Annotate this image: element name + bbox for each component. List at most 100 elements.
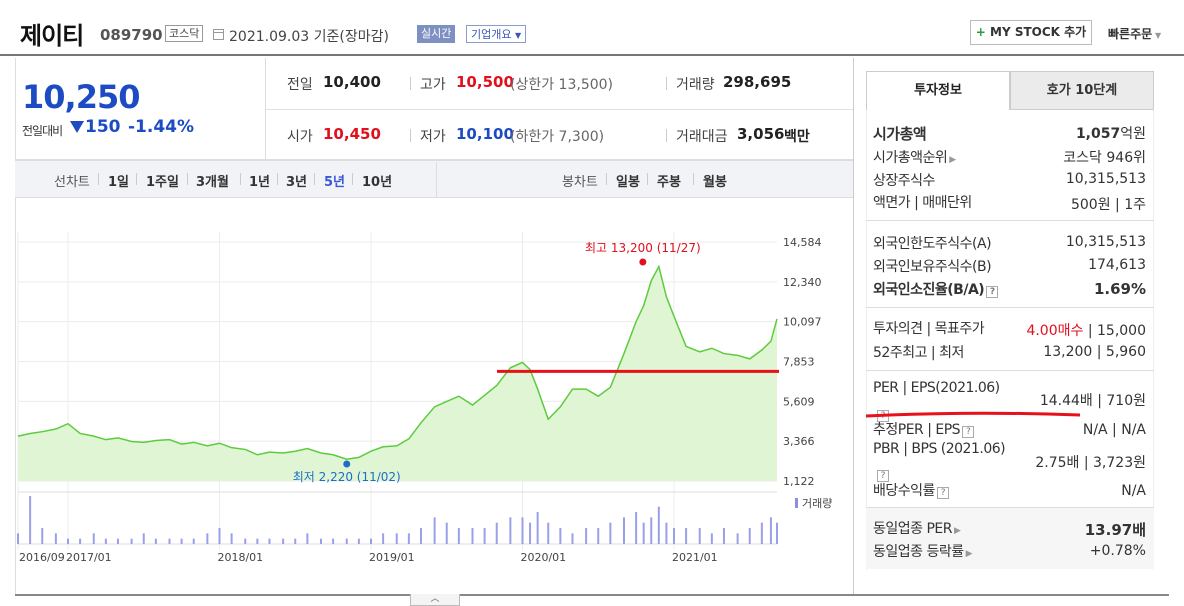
volume-bar — [104, 538, 107, 544]
help-icon[interactable]: ? — [936, 487, 949, 499]
volume-bar — [698, 528, 701, 544]
market-badge: 코스닥 — [165, 25, 204, 42]
period-3m[interactable]: 3개월 — [196, 175, 229, 190]
period-1y[interactable]: 1년 — [249, 175, 271, 190]
sector-change-label[interactable]: 동일업종 등락률 ▶ — [873, 541, 973, 561]
period-10y[interactable]: 10년 — [362, 175, 393, 190]
chevron-down-icon: ▼ — [1152, 31, 1162, 40]
par-value-value: 500원 | 1주 — [1070, 197, 1146, 213]
separator — [352, 173, 353, 185]
volume-bar — [471, 528, 474, 544]
volume-bar — [79, 538, 82, 544]
volume-bar — [332, 538, 335, 544]
per-value: 14.44배 | 710원 — [1039, 393, 1146, 409]
volume-bar — [92, 533, 95, 544]
amount-unit: 백만 — [784, 129, 810, 145]
separator — [666, 77, 667, 90]
overlay-red-underline — [865, 411, 1081, 418]
period-1d[interactable]: 1일 — [108, 175, 130, 190]
per-label: PER | EPS(2021.06) — [873, 380, 1000, 396]
market-cap-rank-value: 코스닥 946위 — [1063, 150, 1146, 166]
sector-per-value: 13.97배 — [1084, 521, 1146, 539]
stock-code: 089790 — [100, 26, 163, 44]
separator — [240, 173, 241, 185]
separator — [647, 173, 648, 185]
price-diff-value: 150 — [85, 117, 121, 137]
market-cap-rank[interactable]: 시가총액순위 ▶ — [873, 147, 956, 167]
x-tick-label: 2017/01 — [66, 551, 112, 564]
company-info-dropdown[interactable]: 기업개요 ▼ — [466, 25, 527, 43]
help-icon[interactable]: ? — [986, 286, 999, 298]
volume-bar — [748, 528, 751, 544]
help-icon[interactable]: ? — [962, 426, 975, 438]
period-3y[interactable]: 3년 — [286, 175, 308, 190]
live-badge[interactable]: 실시간 — [417, 25, 456, 43]
volume-bar — [206, 533, 209, 544]
y-tick-label: 10,097 — [783, 316, 822, 329]
volume-bars — [17, 496, 778, 544]
volume-bar — [268, 538, 271, 544]
help-icon[interactable]: ? — [877, 470, 889, 482]
period-5y[interactable]: 5년 — [324, 175, 346, 190]
volume-bar — [407, 533, 410, 544]
volume-bar — [445, 522, 448, 544]
separator — [187, 173, 188, 185]
separator — [410, 77, 411, 90]
add-mystock-button[interactable]: + MY STOCK 추가 — [970, 20, 1092, 45]
volume-bar — [256, 538, 259, 544]
dividend-text: 배당수익률 — [873, 483, 935, 499]
chevron-down-icon: ▼ — [514, 31, 522, 40]
candle-weekly[interactable]: 주봉 — [657, 175, 681, 190]
separator — [98, 173, 99, 185]
volume-bar — [345, 538, 348, 544]
section-divider — [866, 307, 1154, 308]
opinion-rating: 4.00매수 — [1026, 323, 1084, 339]
candle-monthly[interactable]: 월봉 — [703, 175, 727, 190]
bottom-line — [15, 594, 1169, 596]
volume-bar — [642, 522, 645, 544]
x-axis-ticks: 2016/09 2017/01 2018/01 2019/01 2020/01 2021/… — [19, 551, 718, 564]
volume-bar — [760, 522, 763, 544]
volume-bar — [218, 528, 221, 544]
period-1w[interactable]: 1주일 — [146, 175, 179, 190]
price-chart[interactable]: 14,584 12,340 10,097 7,853 5,609 3,366 1,122 2… — [15, 198, 853, 594]
sector-per-text: 동일업종 PER — [873, 521, 953, 537]
sector-per-label[interactable]: 동일업종 PER ▶ — [873, 518, 961, 538]
target-price: | 15,000 — [1087, 323, 1146, 339]
volume-bar — [650, 517, 653, 544]
price-diff: 150 — [70, 117, 121, 137]
x-tick-label: 2021/01 — [672, 551, 718, 564]
y-tick-label: 5,609 — [783, 395, 815, 408]
tab-order-book[interactable]: 호가 10단계 — [1010, 71, 1154, 110]
volume-bar — [672, 528, 675, 544]
separator — [277, 173, 278, 185]
par-value-label: 액면가 | 매매단위 — [873, 195, 972, 211]
market-cap-rank-label: 시가총액순위 — [873, 150, 948, 166]
volume-bar — [571, 533, 574, 544]
market-cap-unit: 억원 — [1120, 126, 1146, 142]
min-point-dot — [343, 460, 351, 468]
volume-bar — [521, 517, 524, 544]
volume-bar — [244, 538, 247, 544]
quick-order-dropdown[interactable]: 빠른주문 ▼ — [1108, 25, 1161, 42]
volume-bar — [29, 496, 32, 544]
low-value: 10,100 — [456, 125, 514, 143]
pbr-help[interactable]: ? — [875, 463, 889, 482]
collapse-button[interactable]: ︿ — [410, 594, 460, 606]
volume-bar — [369, 538, 372, 544]
volume-bar — [17, 533, 19, 544]
tab-invest-info[interactable]: 투자정보 — [866, 71, 1010, 110]
min-annotation: 최저 2,220 (11/02) — [293, 470, 401, 484]
chevron-up-icon: ︿ — [430, 594, 440, 604]
volume-bar — [230, 533, 233, 544]
opinion-label: 투자의견 | 목표주가 — [873, 321, 985, 337]
listed-shares-value: 10,315,513 — [1065, 171, 1146, 187]
current-price: 10,250 — [22, 78, 140, 116]
x-tick-label: 2016/09 — [19, 551, 65, 564]
market-cap-number: 1,057 — [1075, 126, 1121, 142]
candle-daily[interactable]: 일봉 — [616, 175, 640, 190]
candle-chart-label: 봉차트 — [562, 175, 598, 190]
volume-bar — [357, 538, 360, 544]
max-point-dot — [639, 258, 647, 266]
price-row-divider — [266, 109, 853, 110]
